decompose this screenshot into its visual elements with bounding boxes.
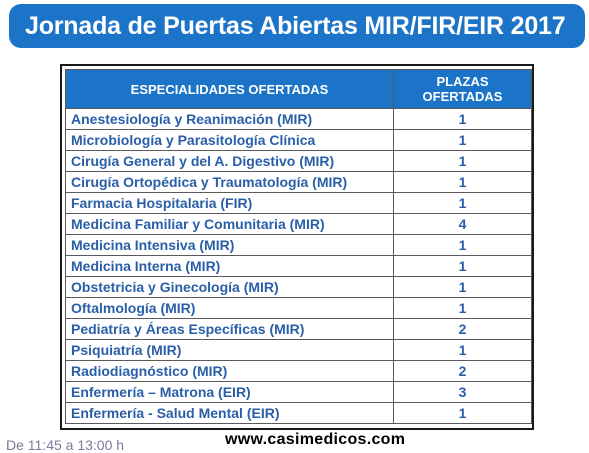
places-count: 2	[393, 360, 532, 382]
table-row: Radiodiagnóstico (MIR) 2	[65, 360, 532, 382]
table-row: Obstetricia y Ginecología (MIR) 1	[65, 276, 532, 298]
places-count: 1	[393, 276, 532, 298]
header-places-line1: PLAZAS	[436, 74, 489, 89]
specialties-table: ESPECIALIDADES OFERTADAS PLAZAS OFERTADA…	[65, 69, 532, 424]
table-row: Enfermería - Salud Mental (EIR) 1	[65, 402, 532, 424]
places-count: 1	[393, 297, 532, 319]
specialty-name: Medicina Interna (MIR)	[65, 255, 394, 277]
header-places-line2: OFERTADAS	[422, 89, 503, 104]
places-count: 1	[393, 171, 532, 193]
table-row: Pediatría y Áreas Específicas (MIR) 2	[65, 318, 532, 340]
page-banner-title: Jornada de Puertas Abiertas MIR/FIR/EIR …	[9, 4, 585, 48]
table-header-row: ESPECIALIDADES OFERTADAS PLAZAS OFERTADA…	[65, 69, 532, 109]
specialty-name: Enfermería - Salud Mental (EIR)	[65, 402, 394, 424]
places-count: 1	[393, 108, 532, 130]
table-row: Farmacia Hospitalaria (FIR) 1	[65, 192, 532, 214]
specialty-name: Farmacia Hospitalaria (FIR)	[65, 192, 394, 214]
places-count: 1	[393, 255, 532, 277]
specialty-name: Medicina Familiar y Comunitaria (MIR)	[65, 213, 394, 235]
specialty-name: Radiodiagnóstico (MIR)	[65, 360, 394, 382]
table-row: Cirugía General y del A. Digestivo (MIR)…	[65, 150, 532, 172]
places-count: 3	[393, 381, 532, 403]
footer-website-url: www.casimedicos.com	[225, 431, 406, 448]
specialty-name: Enfermería – Matrona (EIR)	[65, 381, 394, 403]
table-row: Cirugía Ortopédica y Traumatología (MIR)…	[65, 171, 532, 193]
specialties-table-frame: ESPECIALIDADES OFERTADAS PLAZAS OFERTADA…	[60, 64, 534, 430]
table-row: Anestesiología y Reanimación (MIR) 1	[65, 108, 532, 130]
places-count: 2	[393, 318, 532, 340]
header-specialties: ESPECIALIDADES OFERTADAS	[65, 69, 394, 109]
specialty-name: Pediatría y Áreas Específicas (MIR)	[65, 318, 394, 340]
places-count: 1	[393, 150, 532, 172]
specialty-name: Cirugía General y del A. Digestivo (MIR)	[65, 150, 394, 172]
table-row: Enfermería – Matrona (EIR) 3	[65, 381, 532, 403]
places-count: 1	[393, 402, 532, 424]
places-count: 1	[393, 339, 532, 361]
table-row: Oftalmología (MIR) 1	[65, 297, 532, 319]
specialty-name: Obstetricia y Ginecología (MIR)	[65, 276, 394, 298]
specialty-name: Medicina Intensiva (MIR)	[65, 234, 394, 256]
specialty-name: Oftalmología (MIR)	[65, 297, 394, 319]
specialty-name: Microbiología y Parasitología Clínica	[65, 129, 394, 151]
table-row: Psiquiatría (MIR) 1	[65, 339, 532, 361]
specialty-name: Anestesiología y Reanimación (MIR)	[65, 108, 394, 130]
table-row: Medicina Familiar y Comunitaria (MIR) 4	[65, 213, 532, 235]
table-row: Medicina Intensiva (MIR) 1	[65, 234, 532, 256]
header-places: PLAZAS OFERTADAS	[393, 69, 532, 109]
specialty-name: Cirugía Ortopédica y Traumatología (MIR)	[65, 171, 394, 193]
places-count: 1	[393, 129, 532, 151]
places-count: 4	[393, 213, 532, 235]
table-row: Medicina Interna (MIR) 1	[65, 255, 532, 277]
places-count: 1	[393, 192, 532, 214]
specialty-name: Psiquiatría (MIR)	[65, 339, 394, 361]
places-count: 1	[393, 234, 532, 256]
table-row: Microbiología y Parasitología Clínica 1	[65, 129, 532, 151]
footer-schedule-text: De 11:45 a 13:00 h	[6, 437, 125, 453]
